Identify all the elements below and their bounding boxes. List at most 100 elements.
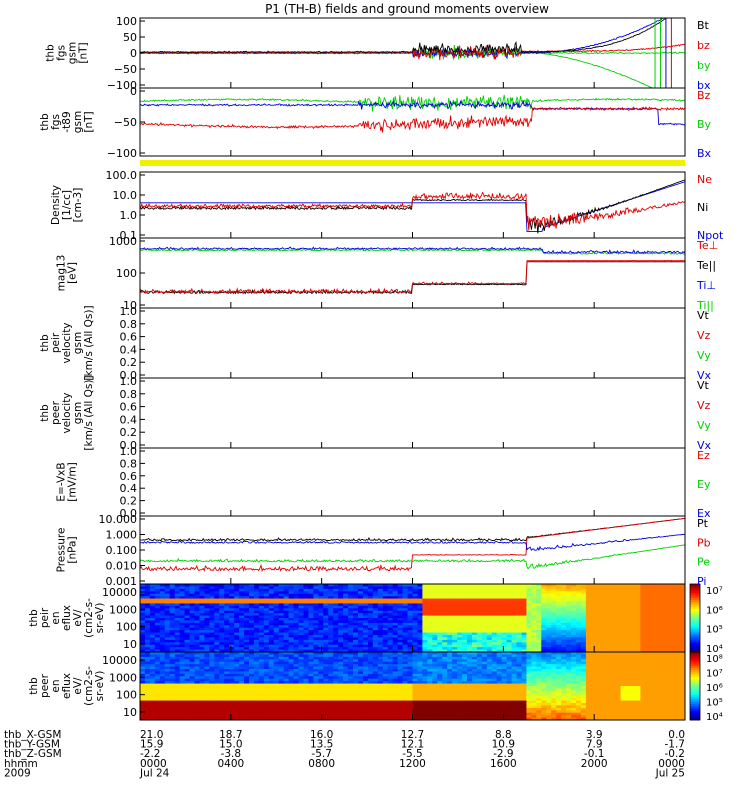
y-tick-label: −100 <box>107 147 137 160</box>
y-tick-label: 100 <box>116 621 137 634</box>
y-axis-label-line: thb <box>39 404 51 422</box>
x-column-value: 10.9 <box>492 739 515 751</box>
y-tick-label: 10 <box>123 299 137 312</box>
y-axis-label-line: eflux <box>61 673 73 699</box>
y-axis-label-line: thb <box>39 113 51 131</box>
x-row-label: 2009 <box>4 767 31 779</box>
y-axis-label-line: -t89 <box>61 111 73 132</box>
pt-trace <box>140 517 685 542</box>
y-tick-label: 10.0 <box>113 189 138 202</box>
y-axis-label: thbfgsgsm[nT] <box>45 42 90 64</box>
x-column-value: -2.9 <box>493 748 514 760</box>
mode-bar <box>140 160 685 166</box>
x-column-value: -1.7 <box>665 739 686 751</box>
npot-trace <box>140 181 685 232</box>
colorbar-label: 10⁵ <box>706 698 723 709</box>
y-tick-label: 1000 <box>109 671 137 684</box>
y-tick-label: 0.001 <box>106 575 138 588</box>
x-column-value: 1200 <box>399 758 426 770</box>
x-column-value: -0.2 <box>665 748 686 760</box>
figure-title: P1 (TH-B) fields and ground moments over… <box>265 2 549 16</box>
x-axis-annotations: thb_X-GSMthb_Y-GSMthb_Z-GSMhhmm200921.01… <box>4 729 685 779</box>
x-column-value: 0.0 <box>668 729 685 741</box>
spectrogram-image <box>140 652 686 721</box>
y-tick-label: 10000 <box>102 654 137 667</box>
panel-frame <box>139 307 686 379</box>
y-axis-label-line: velocity <box>61 322 73 363</box>
y-tick-label: 100 <box>116 267 137 280</box>
ne-trace <box>140 191 685 231</box>
y-tick-label: 0.010 <box>106 560 138 573</box>
x-column-value: 0000 <box>658 758 685 770</box>
y-tick-label: 0.8 <box>120 318 138 331</box>
Bx-trace <box>140 100 685 126</box>
y-axis-label-line: fgs <box>56 45 68 61</box>
legend-entry: Vt <box>697 309 710 322</box>
y-axis-label-line: peir <box>39 607 51 628</box>
y-axis-label: thbfgs-t89gsm[nT] <box>39 111 95 133</box>
y-tick-label: −100 <box>107 79 137 92</box>
te-par-trace <box>140 261 685 295</box>
y-axis-label: thbpeirvelocitygsm[km/s (All Qs)] <box>39 305 95 380</box>
y-axis-label-line: Density <box>50 185 62 225</box>
legend-entry: by <box>697 59 711 72</box>
legend-entry: Ni <box>697 201 708 214</box>
x-column-value: 8.8 <box>495 729 512 741</box>
y-tick-label: 0.1 <box>120 229 138 242</box>
y-tick-label: 0.4 <box>120 343 138 356</box>
y-tick-label: 1.000 <box>106 529 138 542</box>
y-tick-label: 1.0 <box>120 305 138 318</box>
y-axis-label-line: Pressure <box>56 528 68 573</box>
panel-frame <box>139 377 686 449</box>
y-tick-label: 10 <box>123 638 137 651</box>
y-tick-label: 0.6 <box>120 401 138 414</box>
y-tick-label: 100.0 <box>106 169 138 182</box>
legend-entry: Vz <box>697 329 711 342</box>
ni-trace <box>140 179 685 234</box>
y-axis-label-line: gsm <box>72 111 84 133</box>
y-axis-label: Density[1/cc][cm-3] <box>50 185 84 225</box>
y-axis-label-line: [nPa] <box>67 536 79 563</box>
y-axis-label-line: thb <box>28 609 40 627</box>
colorbar-label: 10⁷ <box>706 586 723 597</box>
y-axis-label-line: [km/s (All Qs)] <box>83 305 95 380</box>
legend-entry: Bt <box>697 19 710 32</box>
legend-entry: Vt <box>697 379 710 392</box>
legend-entry: Pi <box>697 575 706 588</box>
legend-entry: Pe <box>697 556 710 569</box>
x-column-value: -5.7 <box>311 748 332 760</box>
y-axis-label-line: sr-eV) <box>94 671 106 702</box>
y-tick-label: 100 <box>116 689 137 702</box>
x-column-value: 2000 <box>581 758 608 770</box>
bt-trace <box>140 18 685 54</box>
y-axis-label: mag13[eV] <box>56 255 79 292</box>
y-axis-label-line: velocity <box>61 392 73 433</box>
Bz-trace <box>140 105 685 133</box>
y-axis-label-line: sr-eV) <box>94 603 106 634</box>
y-axis-label-line: eflux <box>61 605 73 631</box>
panel-frame <box>139 447 686 517</box>
y-axis-label-line: thb <box>39 334 51 352</box>
legend-entry: Pb <box>697 536 711 549</box>
y-tick-label: 0.8 <box>120 388 138 401</box>
panel-frame <box>139 515 686 585</box>
panel-frame <box>139 237 686 309</box>
y-tick-label: 0.0 <box>120 439 138 452</box>
colorbar-label: 10⁸ <box>706 654 723 665</box>
y-tick-label: 0.2 <box>120 356 138 369</box>
legend-entry: Bz <box>697 89 711 102</box>
y-tick-label: 0.4 <box>120 482 138 495</box>
x-row-label: thb_X-GSM <box>4 729 61 741</box>
y-axis-label-line: gsm <box>67 42 79 64</box>
x-column-value: 12.7 <box>401 729 424 741</box>
x-column-value: 3.9 <box>586 729 603 741</box>
colorbar-label: 10⁶ <box>706 683 723 694</box>
y-axis-label-line: [mV/m] <box>67 462 79 501</box>
y-tick-label: 1000 <box>109 235 137 248</box>
y-axis-label-line: peer <box>39 673 51 698</box>
y-axis-label-line: eV/ <box>72 677 84 695</box>
colorbar-label: 10⁶ <box>706 605 723 616</box>
legend-entry: Ey <box>697 478 711 491</box>
legend-entry: Ne <box>697 173 712 186</box>
y-axis-label-line: thb <box>28 677 40 695</box>
